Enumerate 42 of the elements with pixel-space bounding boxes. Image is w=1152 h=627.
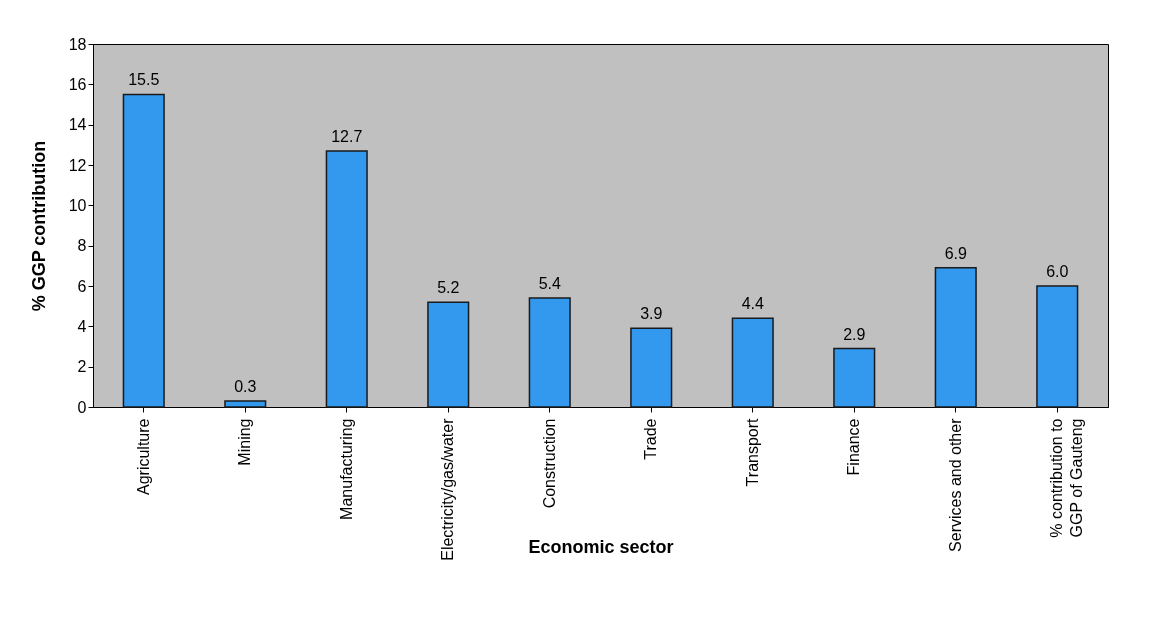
bar — [630, 327, 673, 408]
y-tick-label: 12 — [68, 156, 87, 174]
data-label: 5.4 — [538, 275, 561, 293]
x-tick-label: Mining — [236, 418, 254, 466]
bar — [934, 267, 977, 408]
bar — [427, 301, 470, 408]
y-tick-label: 2 — [77, 358, 87, 376]
x-tick-label: % contribution to GGP of Gauteng — [1048, 418, 1086, 538]
data-label: 15.5 — [128, 71, 160, 89]
bar — [122, 93, 165, 408]
y-tick-label: 10 — [68, 196, 87, 214]
y-tick-label: 14 — [68, 116, 87, 134]
y-axis-title: % GGP contribution — [28, 140, 49, 312]
data-label: 3.9 — [640, 305, 663, 323]
x-tick-label: Construction — [540, 418, 558, 509]
bar — [833, 347, 876, 408]
data-label: 5.2 — [437, 279, 460, 297]
x-tick-label: Services and other — [946, 417, 964, 552]
y-tick-label: 6 — [77, 277, 87, 295]
bar — [325, 150, 368, 408]
bar — [224, 400, 267, 408]
bar — [731, 317, 774, 408]
data-label: 2.9 — [843, 325, 866, 343]
x-tick-label: Electricity/gas/water — [439, 417, 457, 561]
x-tick-label: Transport — [743, 417, 761, 487]
x-axis-title: Economic sector — [528, 536, 674, 557]
bar — [1036, 285, 1079, 408]
y-tick-label: 4 — [77, 317, 87, 335]
y-tick-label: 18 — [68, 35, 87, 53]
y-tick-label: 0 — [77, 398, 87, 416]
data-label: 6.9 — [944, 244, 967, 262]
data-label: 6.0 — [1046, 263, 1069, 280]
x-tick-label: Trade — [642, 418, 660, 460]
data-label: 12.7 — [331, 127, 363, 145]
bar — [528, 297, 571, 408]
x-tick-label: Manufacturing — [337, 418, 355, 520]
y-tick-label: 16 — [68, 75, 87, 93]
data-label: 0.3 — [234, 377, 257, 395]
x-tick-label: Finance — [845, 418, 863, 476]
y-tick-label: 8 — [77, 237, 87, 255]
x-tick-label: Agriculture — [134, 418, 152, 495]
data-label: 4.4 — [741, 295, 764, 313]
